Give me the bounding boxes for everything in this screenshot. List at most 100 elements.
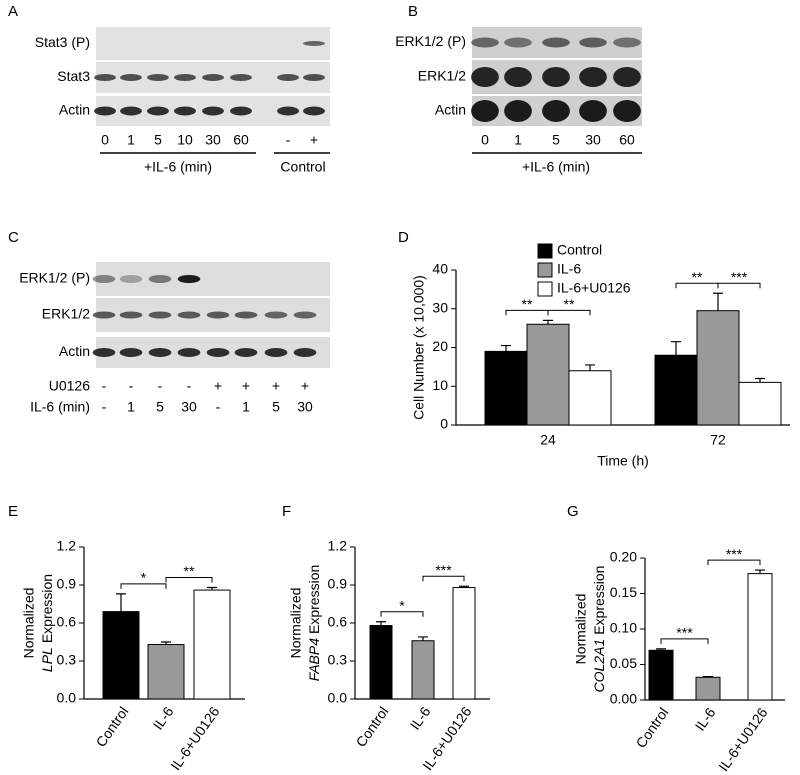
band	[234, 348, 258, 357]
row-label: Actin	[435, 102, 466, 118]
significance-label: *	[141, 570, 147, 586]
x-tick-label: IL-6	[407, 703, 434, 732]
legend-label: IL-6+U0126	[557, 280, 631, 296]
band	[277, 74, 299, 81]
error-bar	[418, 636, 428, 641]
bar	[147, 644, 185, 700]
band	[202, 74, 224, 81]
lane-label: 1	[127, 132, 135, 148]
band	[504, 37, 532, 48]
significance-label: **	[184, 563, 195, 579]
error-bar	[656, 648, 666, 651]
blot-strip	[96, 27, 330, 60]
condition-value: +	[272, 378, 280, 394]
bar	[102, 611, 140, 700]
error-bar	[671, 341, 681, 356]
lane-label: 30	[205, 132, 221, 148]
y-tick-label: 0	[440, 416, 448, 432]
y-tick-label: 0.05	[610, 655, 637, 671]
lane-label: 60	[233, 132, 249, 148]
band	[471, 37, 499, 48]
band	[174, 74, 196, 81]
band	[94, 74, 116, 81]
panel-letter: E	[8, 503, 18, 520]
y-tick-label: 0.10	[610, 620, 637, 636]
error-bar	[161, 641, 171, 645]
band	[613, 100, 641, 122]
band	[542, 100, 570, 122]
significance-bracket	[707, 559, 761, 566]
bar	[484, 350, 528, 426]
band	[119, 311, 143, 319]
band	[579, 67, 607, 87]
y-axis-label-suffix: Expression	[39, 574, 55, 643]
group-label: +IL-6 (min)	[144, 159, 212, 175]
condition-value: -	[216, 399, 221, 415]
error-bar	[459, 585, 469, 588]
condition-value: 5	[272, 399, 280, 415]
bar	[369, 625, 393, 700]
band	[234, 311, 258, 319]
band	[148, 311, 172, 319]
condition-value: -	[102, 399, 107, 415]
row-label: ERK1/2	[42, 306, 90, 322]
x-tick-label: Control	[632, 705, 671, 751]
condition-value: 5	[156, 399, 164, 415]
error-bar	[207, 586, 217, 591]
condition-value: +	[242, 378, 250, 394]
condition-value: -	[158, 378, 163, 394]
band	[119, 275, 143, 283]
bar	[738, 381, 782, 426]
significance-bracket	[717, 282, 761, 289]
band	[613, 67, 641, 87]
band	[148, 275, 172, 283]
band	[264, 311, 288, 319]
bar	[696, 310, 740, 426]
band	[303, 74, 325, 81]
significance-label: ***	[731, 269, 748, 285]
lane-label: 0	[101, 132, 109, 148]
significance-bracket	[380, 611, 424, 617]
band	[579, 37, 607, 48]
x-tick-label: Control	[92, 704, 131, 750]
significance-bracket	[120, 583, 167, 589]
row-label: Stat3	[57, 68, 90, 84]
blot-strip	[96, 262, 330, 296]
error-bar	[116, 593, 126, 612]
x-tick-label: Control	[352, 704, 391, 750]
band	[174, 106, 196, 116]
lane-label: 60	[619, 132, 635, 148]
x-tick-label: IL-6	[150, 703, 177, 732]
gene-name: FABP4	[306, 638, 322, 682]
band	[504, 67, 532, 87]
y-tick-label: 1.2	[57, 538, 77, 554]
bar	[526, 323, 570, 426]
y-tick-label: 0.0	[57, 690, 77, 706]
gene-name: LPL	[39, 647, 55, 672]
band	[206, 348, 230, 357]
panel-letter: D	[398, 229, 409, 246]
bar	[695, 676, 721, 701]
lane-label: 30	[585, 132, 601, 148]
band	[177, 311, 201, 319]
condition-value: 30	[297, 399, 313, 415]
condition-value: -	[102, 378, 107, 394]
condition-value: 30	[181, 399, 197, 415]
y-axis-label-suffix: Expression	[306, 565, 322, 634]
band	[206, 311, 230, 319]
significance-label: ***	[435, 562, 452, 578]
lane-label: -	[286, 132, 291, 148]
y-axis-label: Normalized	[288, 588, 304, 659]
condition-value: -	[129, 378, 134, 394]
band	[177, 348, 201, 357]
error-bar	[703, 675, 713, 678]
condition-label: U0126	[49, 378, 90, 394]
row-label: Actin	[59, 343, 90, 359]
bar	[411, 640, 435, 700]
lane-label: 5	[154, 132, 162, 148]
panel-letter: A	[8, 3, 18, 20]
error-bar	[376, 621, 386, 626]
x-tick-label: 72	[710, 432, 726, 448]
y-tick-label: 10	[432, 377, 448, 393]
band	[293, 348, 317, 357]
